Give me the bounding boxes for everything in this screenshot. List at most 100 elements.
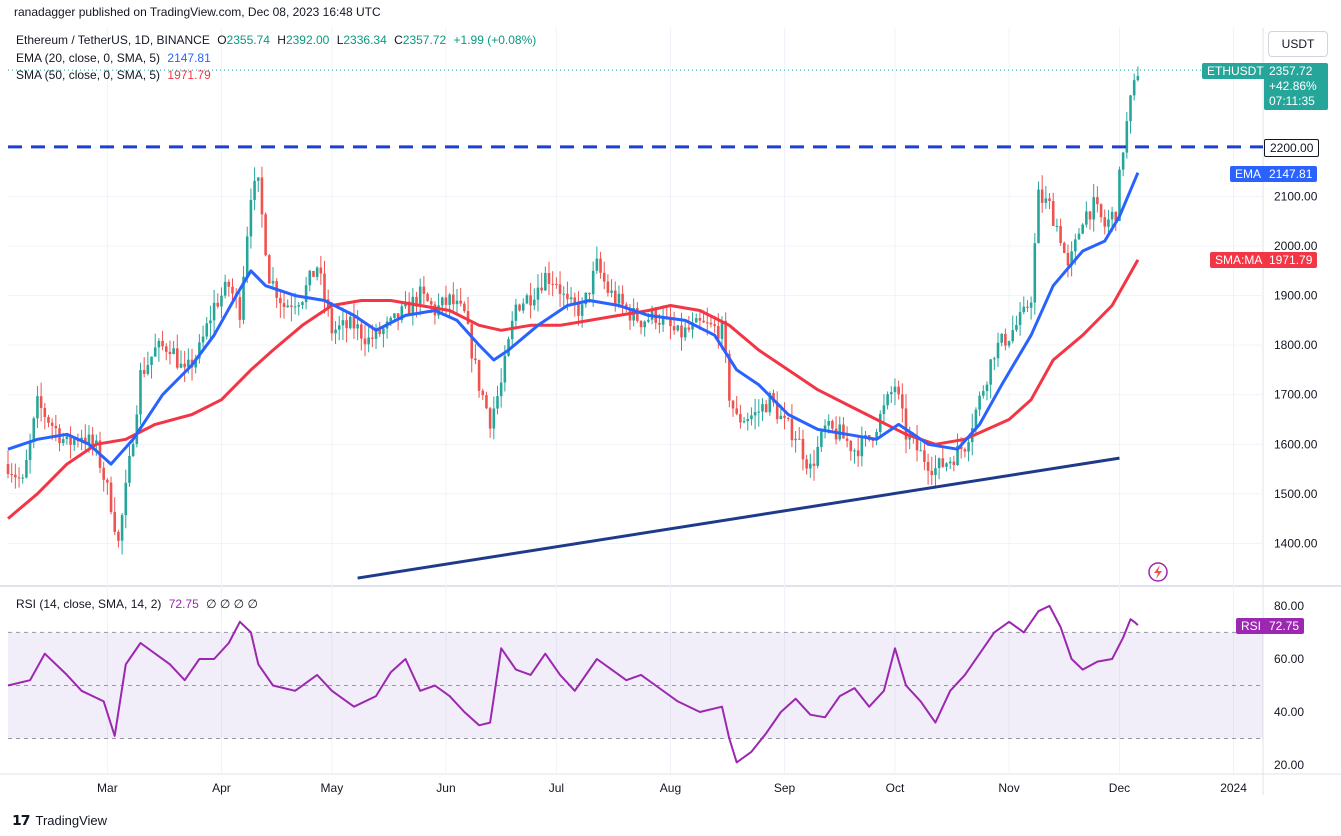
candle-body bbox=[183, 363, 186, 368]
time-tick-label: Apr bbox=[212, 781, 231, 795]
candle-body bbox=[952, 461, 956, 466]
time-tick-label: Jun bbox=[436, 781, 455, 795]
candle-body bbox=[65, 436, 69, 440]
candle-body bbox=[304, 285, 308, 303]
candle-body bbox=[842, 424, 845, 439]
candle-body bbox=[591, 270, 595, 295]
candle-body bbox=[91, 434, 94, 446]
candle-body bbox=[985, 384, 989, 392]
candle-body bbox=[621, 293, 624, 305]
candle-body bbox=[120, 515, 124, 541]
high-value: 2392.00 bbox=[285, 33, 330, 47]
candle-body bbox=[69, 436, 72, 445]
candle-body bbox=[337, 325, 341, 330]
candle-body bbox=[613, 290, 617, 304]
rsi-legend-value: 72.75 bbox=[168, 597, 199, 611]
sma-name-tag: SMA:MA bbox=[1210, 252, 1268, 268]
candle-body bbox=[573, 297, 577, 304]
candle-body bbox=[941, 458, 945, 467]
candle-body bbox=[566, 293, 569, 300]
rsi-tick-label: 40.00 bbox=[1274, 705, 1304, 719]
candle-body bbox=[996, 342, 1000, 359]
candle-body bbox=[102, 467, 105, 480]
candle-body bbox=[956, 445, 959, 466]
candle-body bbox=[1088, 211, 1092, 220]
candle-body bbox=[1022, 306, 1026, 313]
candle-body bbox=[135, 414, 139, 445]
price-tick-label: 1500.00 bbox=[1274, 487, 1318, 501]
rsi-tick-label: 20.00 bbox=[1274, 758, 1304, 772]
candle-body bbox=[256, 177, 260, 181]
candle-body bbox=[606, 281, 610, 293]
sma-price-tag: 1971.79 bbox=[1264, 252, 1318, 268]
candle-body bbox=[974, 409, 978, 429]
candle-body bbox=[194, 358, 197, 368]
candle-body bbox=[647, 319, 650, 322]
candle-body bbox=[768, 392, 772, 413]
candle-body bbox=[308, 270, 312, 286]
candle-body bbox=[345, 320, 348, 329]
ema20-line bbox=[7, 172, 1140, 466]
candle-body bbox=[639, 320, 643, 328]
main-pane bbox=[8, 28, 1263, 583]
tradingview-brand[interactable]: 𝟭𝟳 TradingView bbox=[12, 812, 107, 829]
candle-body bbox=[14, 474, 17, 478]
candle-body bbox=[871, 439, 875, 441]
candle-body bbox=[1059, 225, 1062, 243]
candle-body bbox=[735, 408, 738, 414]
candle-body bbox=[455, 300, 459, 305]
candle-body bbox=[470, 323, 474, 359]
candle-body bbox=[50, 422, 54, 426]
price-tick-label: 1900.00 bbox=[1274, 289, 1318, 303]
candle-body bbox=[1062, 242, 1066, 253]
candle-body bbox=[1018, 312, 1022, 326]
candle-body bbox=[205, 323, 209, 337]
candle-body bbox=[168, 351, 172, 355]
candle-body bbox=[698, 318, 702, 321]
candle-body bbox=[886, 394, 889, 406]
candle-body bbox=[514, 304, 518, 321]
candle-body bbox=[282, 303, 286, 308]
candle-body bbox=[415, 296, 418, 307]
candle-body bbox=[937, 458, 941, 469]
candle-body bbox=[463, 303, 466, 312]
change-value: +1.99 (+0.08%) bbox=[453, 33, 537, 47]
candle-body bbox=[448, 294, 451, 305]
candle-body bbox=[683, 327, 687, 338]
candle-body bbox=[555, 284, 558, 286]
candle-body bbox=[1000, 333, 1003, 343]
candle-body bbox=[595, 258, 599, 271]
candle-body bbox=[982, 391, 985, 396]
candle-body bbox=[477, 360, 481, 391]
bar-countdown: 07:11:35 bbox=[1269, 94, 1315, 108]
rsi-tick-label: 80.00 bbox=[1274, 599, 1304, 613]
candle-body bbox=[948, 461, 952, 464]
currency-selector[interactable]: USDT bbox=[1268, 31, 1328, 57]
candle-body bbox=[901, 394, 904, 409]
candle-body bbox=[481, 390, 485, 396]
candle-body bbox=[348, 316, 352, 329]
sma-legend-value: 1971.79 bbox=[167, 68, 211, 82]
candle-body bbox=[724, 320, 727, 354]
candle-body bbox=[945, 463, 948, 467]
candle-body bbox=[963, 449, 967, 452]
time-tick-label: May bbox=[321, 781, 344, 795]
tradingview-logo-icon: 𝟭𝟳 bbox=[12, 812, 31, 828]
candle-body bbox=[1055, 225, 1059, 227]
candle-body bbox=[580, 304, 584, 316]
candle-body bbox=[551, 283, 554, 285]
candle-body bbox=[993, 358, 996, 360]
candle-body bbox=[507, 339, 510, 356]
support-trendline bbox=[357, 456, 1120, 580]
candle-body bbox=[786, 417, 790, 419]
candle-body bbox=[268, 255, 271, 284]
candle-body bbox=[301, 302, 304, 306]
candle-body bbox=[1007, 341, 1011, 346]
time-tick-label: 2024 bbox=[1220, 781, 1247, 795]
time-tick-label: Dec bbox=[1109, 781, 1130, 795]
candle-body bbox=[860, 436, 864, 457]
candle-body bbox=[6, 464, 10, 474]
candle-body bbox=[661, 316, 665, 325]
candle-body bbox=[1129, 95, 1132, 122]
